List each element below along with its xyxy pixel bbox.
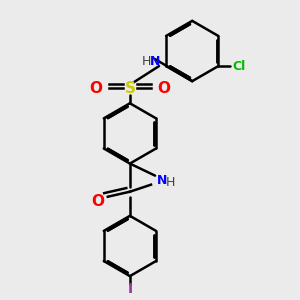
Text: H: H [166, 176, 176, 189]
Text: Cl: Cl [232, 60, 246, 73]
Text: O: O [89, 81, 102, 96]
Text: N: N [157, 174, 167, 187]
Text: S: S [124, 81, 135, 96]
Text: I: I [127, 282, 133, 296]
Text: O: O [158, 81, 171, 96]
Text: O: O [91, 194, 104, 209]
Text: N: N [150, 55, 160, 68]
Text: H: H [141, 55, 151, 68]
